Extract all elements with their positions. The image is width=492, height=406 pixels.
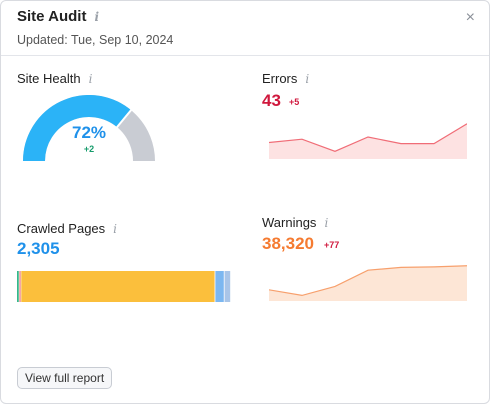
crawled-pages-label: Crawled Pages i — [17, 221, 117, 236]
info-icon[interactable]: i — [305, 72, 310, 86]
widget-title: Site Audit i — [17, 8, 99, 25]
info-icon[interactable]: i — [88, 72, 93, 86]
warnings-trend-area — [269, 265, 467, 301]
crawled-pages-bar — [17, 271, 231, 302]
warnings-label-text: Warnings — [262, 215, 317, 230]
warnings-label: Warnings i — [262, 215, 328, 230]
errors-trend-chart — [269, 123, 467, 159]
warnings-trend-line — [269, 265, 467, 297]
errors-label: Errors i — [262, 71, 309, 86]
site-health-label-text: Site Health — [17, 71, 81, 86]
gauge-fill — [23, 95, 132, 162]
gauge-separator — [115, 108, 133, 129]
errors-trend-area — [269, 123, 467, 159]
info-icon[interactable]: i — [94, 10, 100, 24]
site-health-label: Site Health i — [17, 71, 92, 86]
close-icon[interactable]: × — [465, 9, 475, 26]
widget-title-text: Site Audit — [17, 8, 87, 25]
errors-value[interactable]: 43 — [262, 91, 281, 110]
pages-segment-redirects[interactable] — [215, 271, 224, 302]
errors-trend-line — [269, 123, 467, 152]
widget-header: Site Audit i Updated: Tue, Sep 10, 2024 × — [1, 1, 489, 56]
warnings-trend-chart — [269, 265, 467, 301]
info-icon[interactable]: i — [113, 222, 117, 236]
warnings-value[interactable]: 38,320 — [262, 234, 314, 253]
view-full-report-button[interactable]: View full report — [17, 367, 113, 389]
site-health-gauge — [23, 95, 155, 162]
pages-segment-blocked[interactable] — [224, 271, 231, 302]
pages-segment-healthy[interactable] — [17, 271, 19, 302]
info-icon[interactable]: i — [324, 216, 329, 230]
crawled-pages-value[interactable]: 2,305 — [17, 239, 60, 258]
warnings-delta: +77 — [324, 240, 340, 250]
crawled-pages-label-text: Crawled Pages — [17, 221, 106, 236]
errors-label-text: Errors — [262, 71, 298, 86]
site-health-delta: +2 — [83, 144, 95, 154]
updated-date: Updated: Tue, Sep 10, 2024 — [17, 33, 174, 47]
site-health-value: 72% — [71, 123, 107, 142]
pages-segment-have-issues[interactable] — [21, 271, 215, 302]
errors-delta: +5 — [289, 97, 300, 107]
pages-segment-broken[interactable] — [19, 271, 21, 302]
